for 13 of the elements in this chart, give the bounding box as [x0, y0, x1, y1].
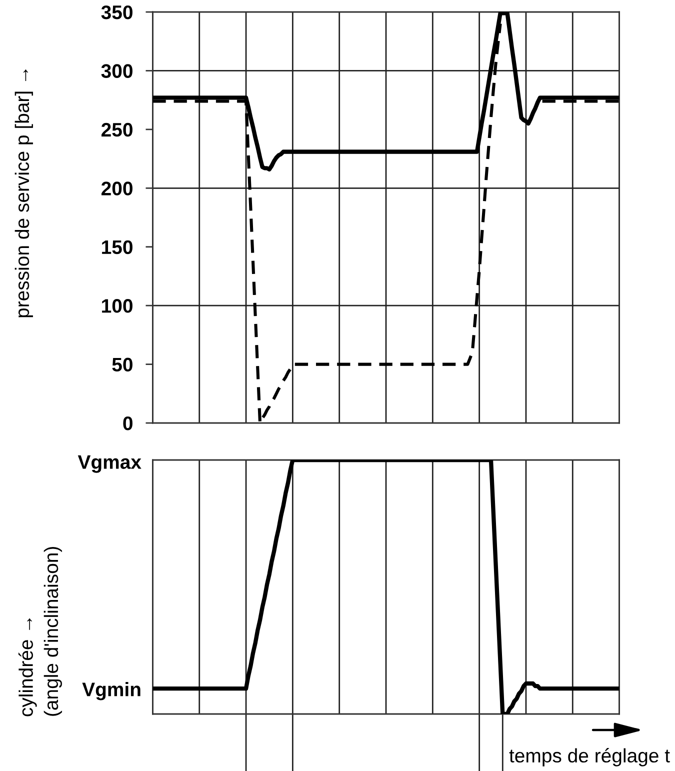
y-tick-label: 100	[102, 299, 132, 313]
x-axis-title: temps de réglage t	[509, 748, 670, 766]
text: Vgmin	[82, 682, 140, 700]
y-tick-label: 250	[101, 122, 132, 137]
y-tick-label: 50	[112, 358, 132, 372]
y-tick-label: 200	[101, 182, 132, 196]
y-axis-title: pression de service p [bar] →	[14, 70, 33, 318]
text: Vgmax	[78, 455, 142, 473]
y-axis-title: cylindrée → (angle d'inclinaison)	[18, 547, 62, 716]
y-tick-label: 150	[102, 240, 132, 254]
y-tick-label: 0	[123, 416, 132, 430]
y-tick-label: 300	[101, 64, 132, 78]
y-tick-label: 350	[101, 5, 132, 20]
